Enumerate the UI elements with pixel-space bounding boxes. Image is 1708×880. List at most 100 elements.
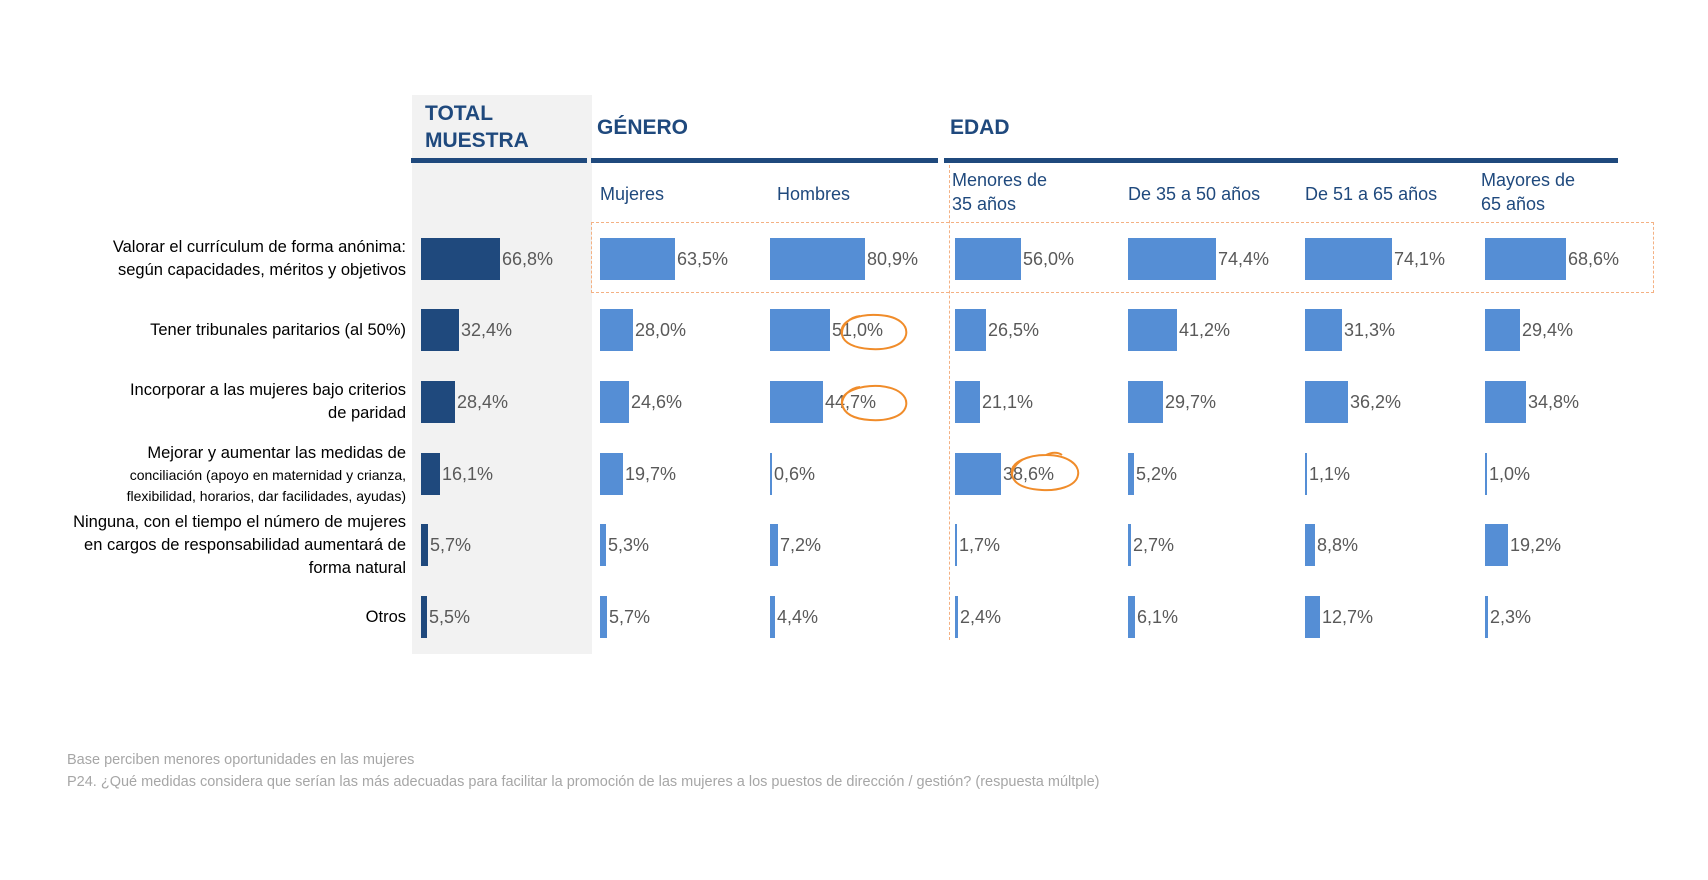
data-label: 31,3%: [1344, 320, 1396, 340]
bar: [600, 381, 629, 423]
bar: [421, 381, 455, 423]
bar: [955, 309, 986, 351]
row-label: Ninguna, con el tiempo el número de muje…: [46, 511, 406, 580]
bar: [421, 524, 428, 566]
data-label: 2,7%: [1133, 535, 1175, 555]
row-label-line: Valorar el currículum de forma anónima:: [112, 238, 406, 256]
data-label: 29,7%: [1165, 392, 1217, 412]
data-label: 19,7%: [625, 464, 677, 484]
data-label: 0,6%: [774, 464, 816, 484]
bar: [1485, 309, 1520, 351]
data-label: 74,1%: [1394, 249, 1446, 269]
data-label: 5,5%: [429, 607, 471, 627]
data-label: 5,7%: [430, 535, 472, 555]
column-label-mayores65: Mayores de 65 años: [1481, 168, 1575, 216]
data-label: 16,1%: [442, 464, 494, 484]
row-label: Tener tribunales paritarios (al 50%): [46, 319, 406, 342]
bar: [421, 596, 427, 638]
group-title-total-line-2: MUESTRA: [425, 129, 529, 152]
data-label: 4,4%: [777, 607, 819, 627]
group-title-total-line-1: TOTAL: [425, 102, 494, 125]
row-label-line: de paridad: [328, 404, 406, 422]
bar: [770, 596, 775, 638]
bar: [1128, 238, 1216, 280]
data-label: 74,4%: [1218, 249, 1270, 269]
edad-column-divider: [949, 165, 950, 640]
column-label-line: Mayores de: [1481, 170, 1576, 190]
footnote-question: P24. ¿Qué medidas considera que serían l…: [67, 774, 1100, 790]
bar: [770, 238, 865, 280]
group-underline-edad: [944, 158, 1618, 163]
bar: [770, 524, 778, 566]
data-label: 38,6%: [1003, 464, 1055, 484]
data-label: 2,3%: [1490, 607, 1532, 627]
data-label: 21,1%: [982, 392, 1034, 412]
group-underline-total: [411, 158, 587, 163]
highlight-circle: [1010, 451, 1080, 492]
data-label: 80,9%: [867, 249, 919, 269]
data-label: 5,2%: [1136, 464, 1178, 484]
bar: [955, 524, 957, 566]
data-label: 63,5%: [677, 249, 729, 269]
bar: [1128, 453, 1134, 495]
footnote-base: Base perciben menores oportunidades en l…: [67, 752, 415, 768]
data-label: 1,0%: [1489, 464, 1531, 484]
bar: [955, 453, 1001, 495]
bar: [600, 238, 675, 280]
row-label-line: en cargos de responsabilidad aumentará d…: [84, 536, 406, 554]
data-label: 44,7%: [825, 392, 877, 412]
total-column-background: [412, 95, 592, 654]
bar: [770, 381, 823, 423]
row-label-line: Tener tribunales paritarios (al 50%): [150, 321, 406, 339]
data-label: 7,2%: [780, 535, 822, 555]
bar: [1305, 309, 1342, 351]
bar: [955, 596, 958, 638]
data-label: 24,6%: [631, 392, 683, 412]
bar: [1305, 596, 1320, 638]
data-label: 12,7%: [1322, 607, 1374, 627]
bar: [1485, 238, 1566, 280]
data-label: 2,4%: [960, 607, 1002, 627]
bar: [600, 524, 606, 566]
column-label-line: Mujeres: [600, 184, 665, 204]
data-label: 66,8%: [502, 249, 554, 269]
row-label: Otros: [46, 606, 406, 629]
data-label: 68,6%: [1568, 249, 1620, 269]
row-label-line: Mejorar y aumentar las medidas de: [147, 444, 406, 462]
bar: [955, 238, 1021, 280]
bar: [1485, 524, 1508, 566]
row-label-line: Incorporar a las mujeres bajo criterios: [129, 381, 406, 399]
bar: [1128, 596, 1135, 638]
column-label-line: 35 años: [952, 194, 1017, 214]
data-label: 5,7%: [609, 607, 651, 627]
data-label: 56,0%: [1023, 249, 1075, 269]
data-label: 26,5%: [988, 320, 1040, 340]
bar: [1305, 238, 1392, 280]
bar: [1305, 381, 1348, 423]
data-label: 41,2%: [1179, 320, 1231, 340]
column-label-line: De 35 a 50 años: [1128, 184, 1261, 204]
bar: [1305, 524, 1315, 566]
bar: [955, 381, 980, 423]
bar: [1128, 381, 1163, 423]
bar: [1485, 453, 1487, 495]
row-label-line: conciliación (apoyo en maternidad y cria…: [129, 467, 406, 483]
bar: [600, 596, 607, 638]
highlight-circle: [840, 384, 908, 422]
data-label: 34,8%: [1528, 392, 1580, 412]
bar: [1128, 309, 1177, 351]
row-label-line: según capacidades, méritos y objetivos: [118, 261, 406, 279]
group-title-genero: GÉNERO: [597, 116, 689, 139]
bar: [600, 453, 623, 495]
column-label-de35a50: De 35 a 50 años: [1128, 182, 1260, 206]
bar: [421, 453, 440, 495]
bar: [421, 309, 459, 351]
data-label: 29,4%: [1522, 320, 1574, 340]
row-label: Incorporar a las mujeres bajo criterios d…: [46, 379, 406, 425]
bar: [770, 453, 772, 495]
bar: [1128, 524, 1131, 566]
row-label-line: Otros: [365, 608, 406, 626]
column-label-mujeres: Mujeres: [600, 182, 664, 206]
data-label: 1,7%: [959, 535, 1001, 555]
bar: [1485, 596, 1488, 638]
